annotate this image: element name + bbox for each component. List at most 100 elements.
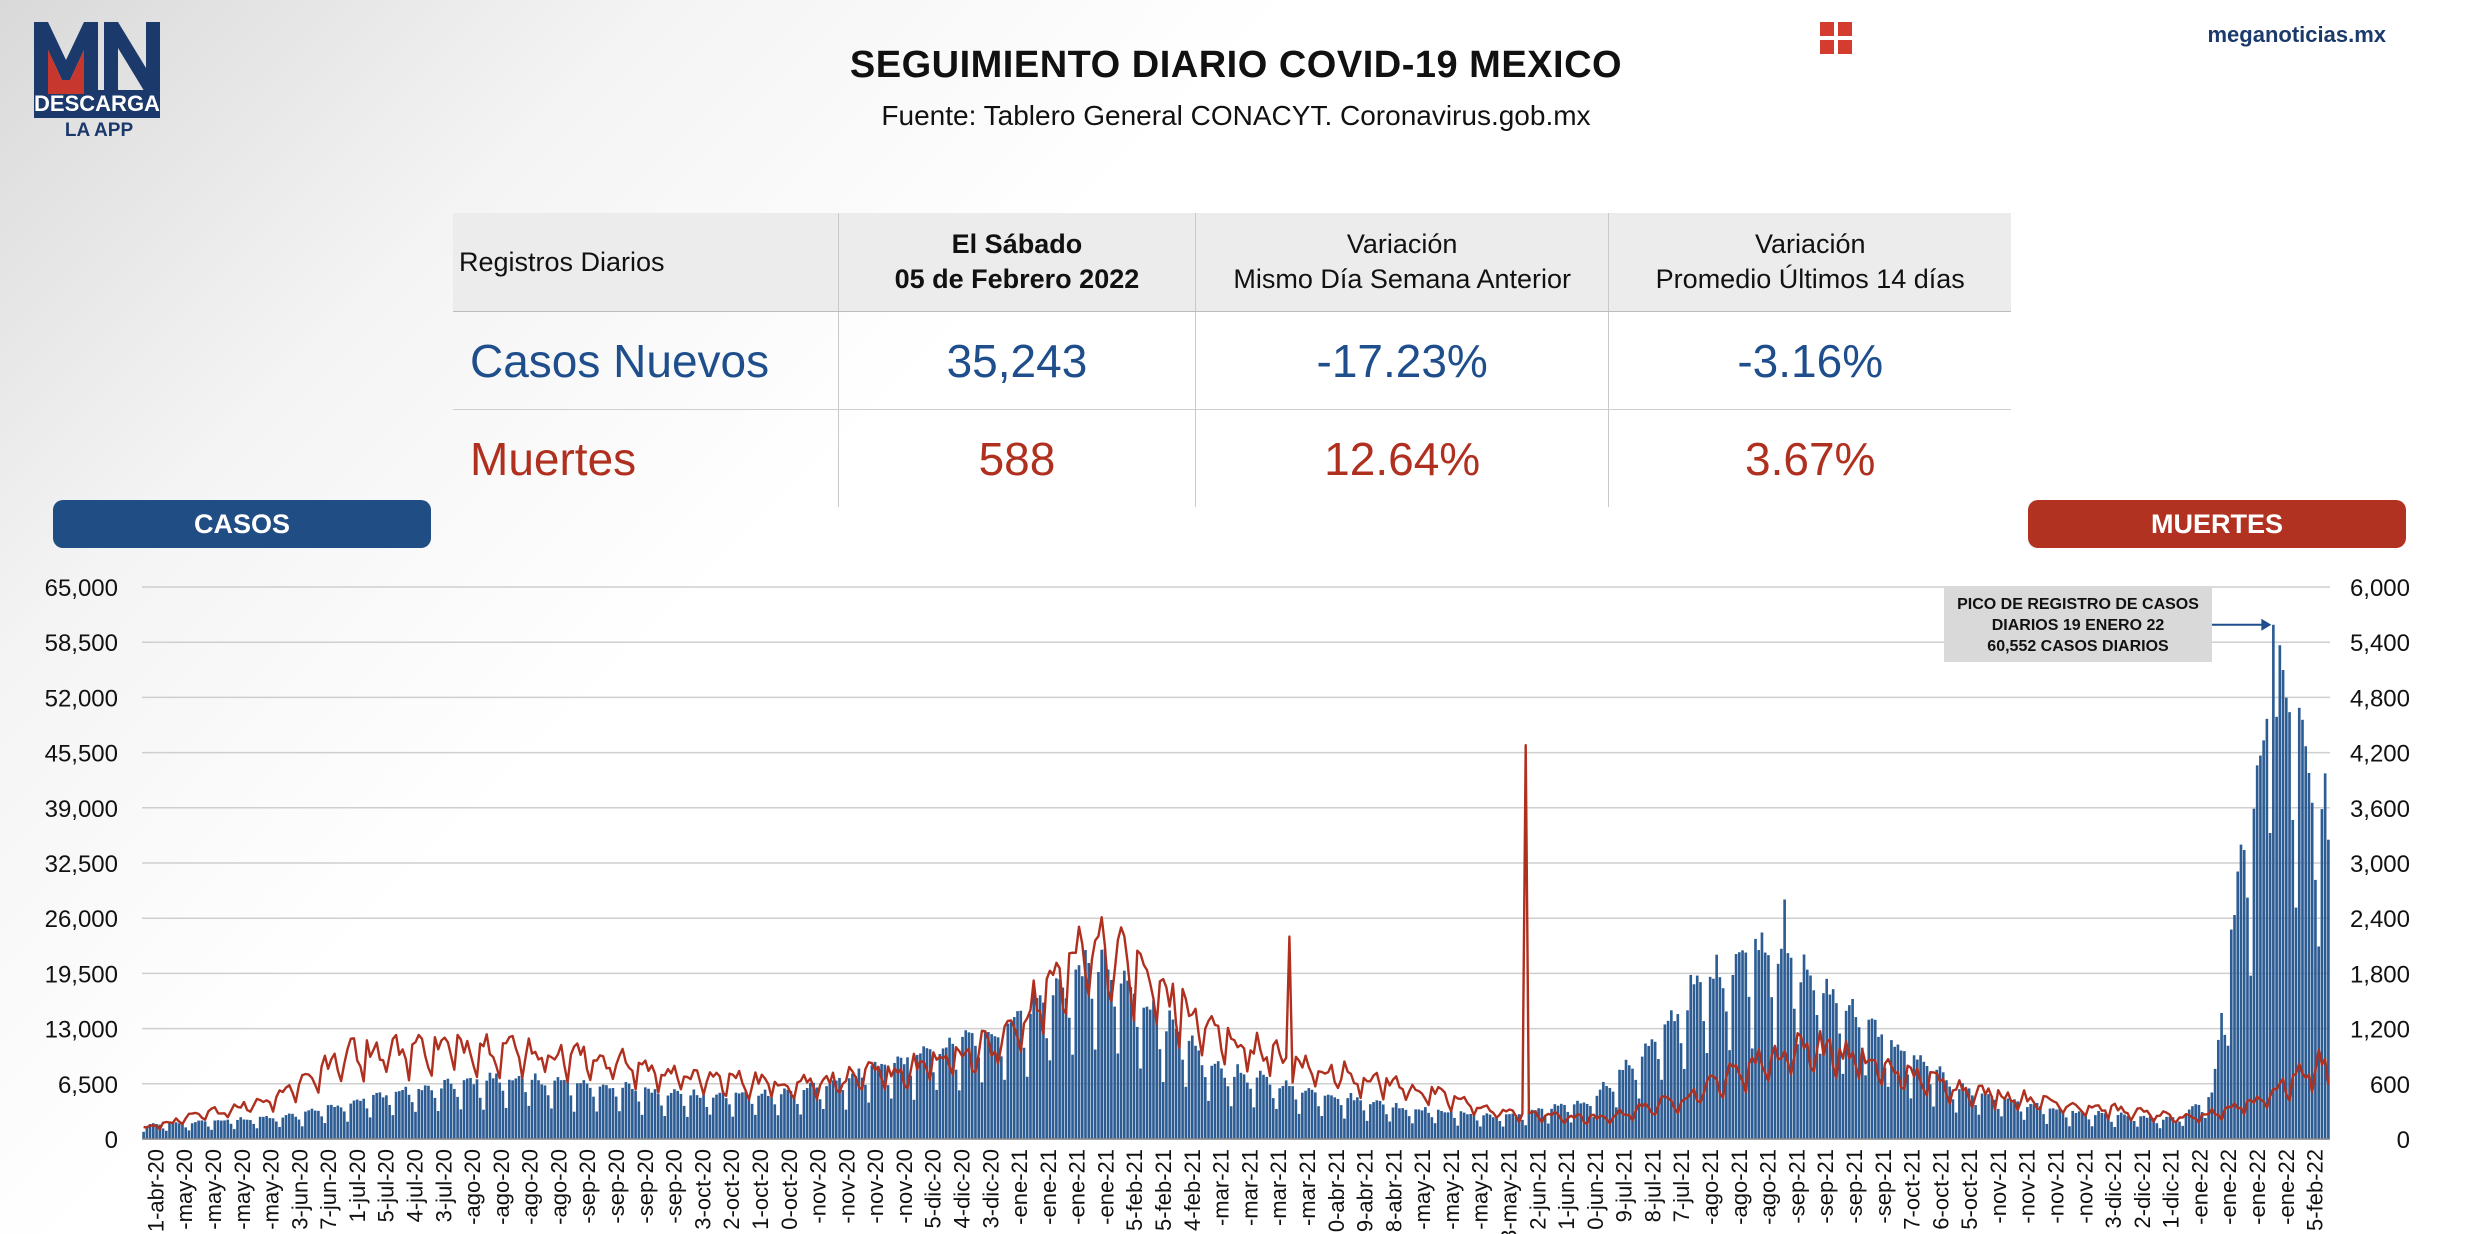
- x-tick-label: -nov-21: [1986, 1149, 2011, 1224]
- cases-bar: [2187, 1109, 2191, 1139]
- cases-bar: [339, 1107, 343, 1139]
- cases-bar: [598, 1086, 602, 1139]
- meganoticias-logo[interactable]: DESCARGA LA APP: [34, 22, 164, 142]
- cases-bar: [611, 1088, 615, 1139]
- x-tick-label: -may-21: [1410, 1149, 1435, 1230]
- cases-bar: [278, 1126, 281, 1139]
- left-tick-label: 45,500: [45, 741, 118, 768]
- cases-bar: [754, 1114, 757, 1139]
- cases-bar: [1067, 1017, 1071, 1139]
- cases-bar: [2119, 1112, 2123, 1139]
- cases-bar: [2136, 1126, 2139, 1139]
- cases-bar: [145, 1125, 149, 1139]
- cases-bar: [1857, 1027, 1861, 1139]
- cases-bar: [954, 1069, 958, 1139]
- left-tick-label: 13,000: [45, 1017, 118, 1044]
- cases-bar: [1045, 1038, 1048, 1139]
- cases-bar: [1038, 995, 1042, 1139]
- cases-bar: [1359, 1100, 1362, 1139]
- grid-icon[interactable]: [1820, 22, 1852, 54]
- cases-bar: [2262, 740, 2265, 1139]
- x-tick-label: -ene-22: [2274, 1149, 2299, 1225]
- cases-bar: [313, 1110, 317, 1139]
- cases-bar: [1427, 1112, 1430, 1139]
- cases-bar: [1757, 950, 1761, 1139]
- cases-bar: [2038, 1106, 2042, 1139]
- cases-bar: [2045, 1123, 2049, 1139]
- cases-bar: [1815, 1015, 1819, 1139]
- cases-bar: [902, 1064, 906, 1139]
- x-tick-label: -sep-20: [604, 1149, 629, 1224]
- cases-bar: [1657, 1059, 1660, 1139]
- cases-bar: [307, 1110, 311, 1139]
- cases-bar: [2048, 1108, 2052, 1139]
- cases-bar: [1333, 1097, 1337, 1139]
- x-tick-label: -nov-21: [2044, 1149, 2069, 1224]
- cases-bar: [1608, 1087, 1612, 1139]
- cases-bar: [1715, 954, 1718, 1139]
- cases-bar: [948, 1037, 951, 1139]
- cases-bar: [1252, 1107, 1256, 1139]
- cases-bar: [854, 1076, 858, 1139]
- cases-bar: [2090, 1126, 2094, 1139]
- cases-bar: [1699, 982, 1702, 1139]
- cases-bar: [1540, 1108, 1544, 1139]
- cases-bar: [766, 1095, 770, 1139]
- cases-bar: [1203, 1077, 1207, 1139]
- cases-bar: [1420, 1110, 1424, 1139]
- cases-bar: [1304, 1090, 1307, 1139]
- cases-bar: [1721, 988, 1725, 1139]
- casos-axis-label: CASOS: [53, 500, 431, 548]
- cases-bar: [582, 1080, 586, 1139]
- cases-bar: [938, 1053, 942, 1139]
- annotation-text: PICO DE REGISTRO DE CASOS: [1957, 596, 2199, 613]
- cases-bar: [2255, 765, 2259, 1139]
- cases-bar: [1411, 1123, 1414, 1139]
- header-registros: Registros Diarios: [453, 213, 839, 312]
- cases-bar: [2323, 773, 2327, 1139]
- cases-bar: [430, 1090, 434, 1139]
- cases-bar: [2217, 1039, 2220, 1139]
- brand-link[interactable]: meganoticias.mx: [2207, 22, 2386, 47]
- cases-bar: [252, 1123, 255, 1139]
- cases-bar: [1466, 1114, 1469, 1139]
- cases-bar: [1242, 1074, 1246, 1139]
- cases-bar: [414, 1111, 417, 1139]
- cases-bar: [880, 1063, 883, 1139]
- cases-bar: [423, 1085, 427, 1139]
- cases-bar: [2268, 832, 2272, 1139]
- cases-bar: [1491, 1117, 1495, 1139]
- header-var-14: Variación Promedio Últimos 14 días: [1608, 213, 2011, 312]
- cases-bar: [757, 1095, 760, 1139]
- cases-bar: [828, 1083, 832, 1139]
- cases-bar: [1556, 1105, 1560, 1139]
- cases-bar: [1521, 1119, 1524, 1139]
- cases-bar: [1647, 1045, 1650, 1139]
- right-tick-label: 3,000: [2350, 851, 2410, 878]
- cases-bar: [1226, 1086, 1230, 1139]
- cases-bar: [1844, 1010, 1848, 1139]
- x-tick-label: 4-jul-20: [403, 1149, 428, 1222]
- cases-bar: [1233, 1076, 1236, 1139]
- cases-bar: [1524, 1125, 1528, 1139]
- cases-bar: [601, 1084, 605, 1139]
- cases-bars: [142, 624, 2330, 1139]
- cases-bar: [1297, 1113, 1301, 1139]
- cases-bar: [1873, 1019, 1877, 1139]
- cases-bar: [579, 1083, 582, 1139]
- cases-bar: [1550, 1108, 1553, 1139]
- cases-bar: [1572, 1104, 1576, 1139]
- cases-bar: [2132, 1120, 2136, 1139]
- cases-bar: [2314, 879, 2317, 1139]
- cases-bar: [184, 1127, 188, 1139]
- cases-bar: [1019, 1010, 1023, 1139]
- right-tick-label: 4,200: [2350, 741, 2410, 768]
- cases-bar: [1501, 1126, 1505, 1139]
- cases-bar: [2327, 839, 2330, 1139]
- cases-bar: [1909, 1098, 1913, 1139]
- cases-bar: [2200, 1112, 2204, 1139]
- cases-bar: [1123, 970, 1126, 1139]
- cases-bar: [1207, 1100, 1210, 1139]
- cases-bar: [1313, 1092, 1317, 1139]
- cases-bar: [2003, 1097, 2007, 1139]
